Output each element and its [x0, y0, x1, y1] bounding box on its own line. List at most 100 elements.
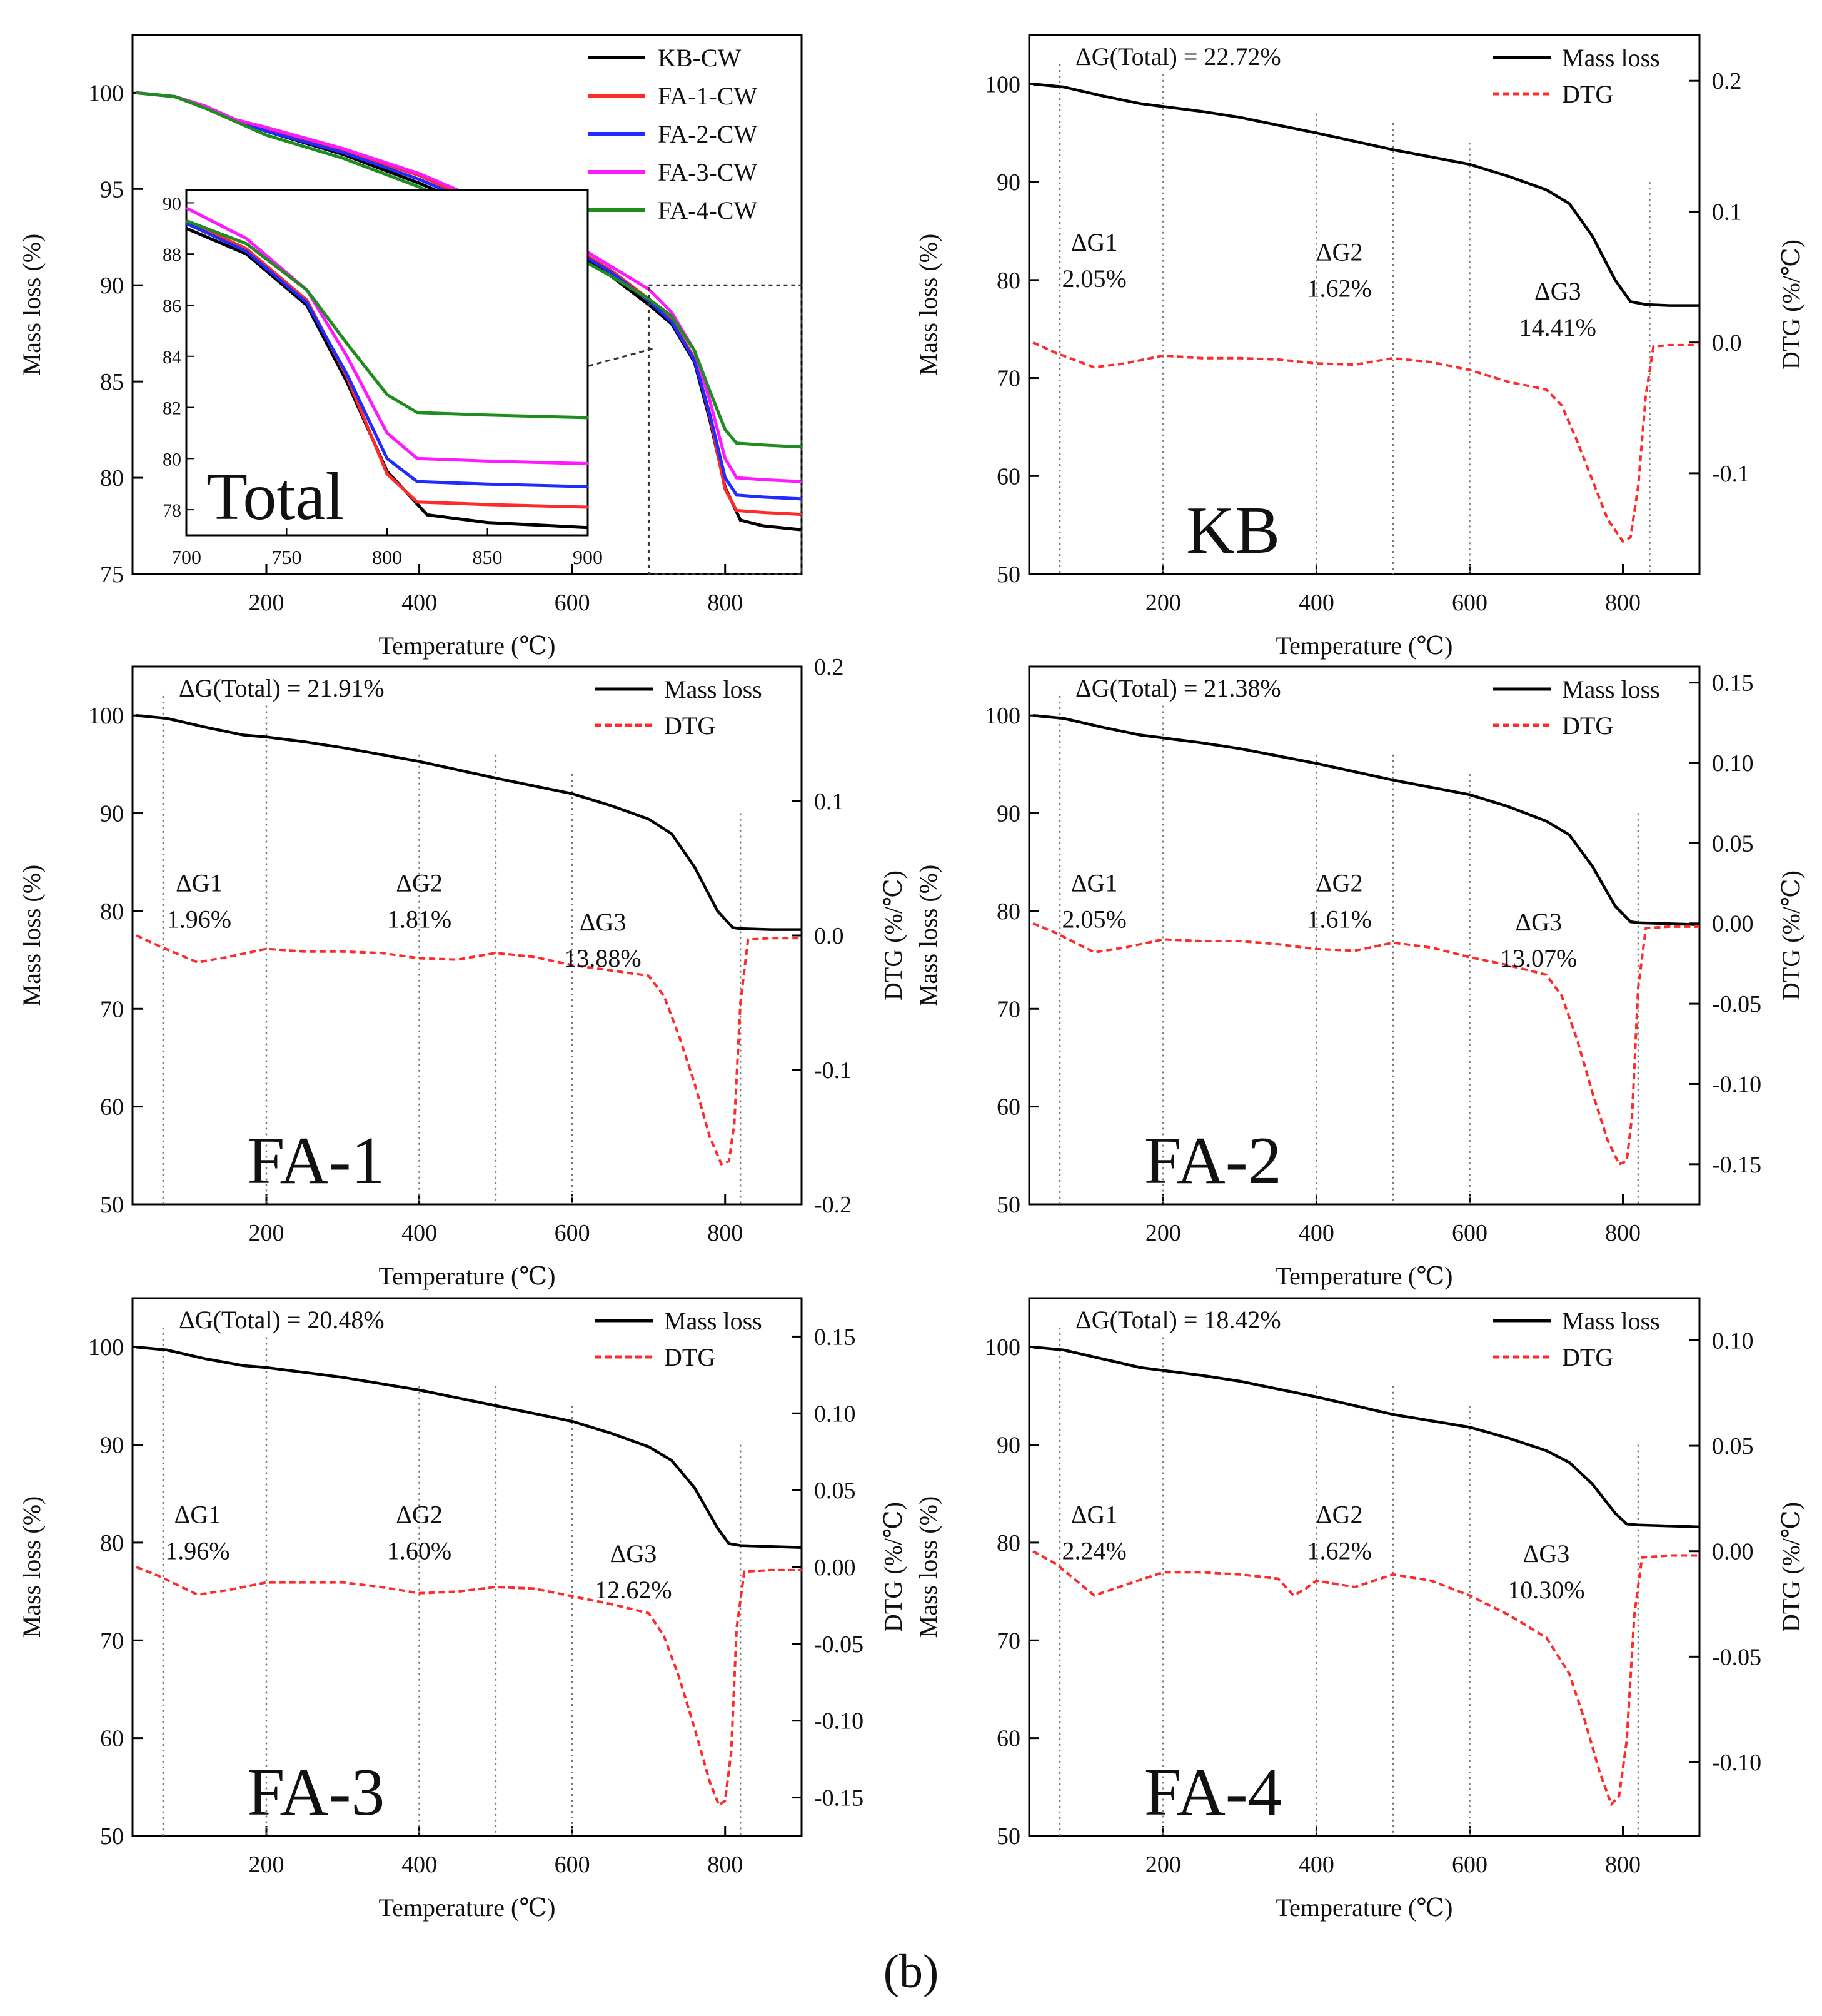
y-tick-label: 90 [100, 1433, 124, 1459]
legend-label-mass-loss: Mass loss [1562, 675, 1660, 703]
stage-label-name: ΔG1 [1071, 869, 1118, 897]
mass-loss-curve [1032, 1345, 1700, 1529]
y-tick-label: 100 [88, 80, 124, 106]
y2-axis-label: DTG (%/℃) [879, 870, 907, 1000]
y2-axis-label: DTG (%/℃) [1777, 239, 1805, 370]
x-tick-label: 800 [1605, 590, 1641, 616]
inset-line-fa-4-cw [186, 219, 588, 420]
inset-y-tick-label: 90 [163, 193, 181, 214]
x-axis-label: Temperature (℃) [379, 1893, 556, 1922]
total-loss-label: ΔG(Total) = 20.48% [179, 1306, 385, 1334]
panel-label-kb: KB [1186, 493, 1280, 568]
x-tick-label: 400 [401, 1852, 437, 1878]
plot-frame [131, 34, 803, 575]
y2-tick-label: 0.05 [814, 1478, 856, 1504]
stage-label-value: 1.62% [1307, 1537, 1372, 1565]
inset-y-tick-label: 82 [163, 398, 181, 419]
legend-label-mass-loss: Mass loss [1562, 1307, 1660, 1335]
y2-tick-label: 0.00 [1712, 1539, 1754, 1565]
x-tick-label: 200 [249, 590, 284, 616]
dtg-curve [136, 934, 802, 1166]
zoom-box [647, 284, 803, 575]
y2-tick-label: 0.00 [814, 1555, 856, 1581]
y-tick-label: 80 [100, 1530, 124, 1556]
y-tick-label: 95 [100, 176, 124, 203]
x-tick-label: 800 [1605, 1220, 1641, 1246]
stage-label-value: 13.88% [564, 944, 641, 972]
y-axis-label: Mass loss (%) [18, 865, 46, 1007]
y2-tick-label: -0.10 [814, 1708, 863, 1735]
stage-label-name: ΔG2 [1316, 1501, 1363, 1529]
inset-series [186, 206, 588, 530]
y-tick-label: 100 [985, 71, 1020, 98]
legend-label-dtg: DTG [1562, 712, 1613, 740]
panel-label-fa2: FA-2 [1144, 1124, 1282, 1198]
chart-fa3: 200 400 600 800 50 60 70 80 90 100 Temperature (℃)… [18, 1297, 907, 1922]
panel-label-total: Total [206, 460, 344, 534]
x-tick-label: 200 [1145, 1220, 1181, 1246]
chart-fa1: 200 400 600 800 50 60 70 80 90 100 Temperature (℃)… [18, 654, 907, 1290]
x-tick-label: 800 [707, 1852, 743, 1878]
stage-label-name: ΔG2 [396, 1501, 443, 1529]
stage-label-name: ΔG1 [1071, 228, 1118, 256]
y2-tick-label: -0.05 [1712, 991, 1761, 1017]
total-loss-label: ΔG(Total) = 22.72% [1075, 43, 1281, 71]
y-tick-label: 50 [100, 1823, 124, 1850]
y-tick-label: 90 [997, 169, 1020, 196]
y-tick-label: 60 [997, 1726, 1020, 1752]
y-tick-label: 85 [100, 369, 124, 395]
stage-label-value: 1.96% [165, 1537, 229, 1565]
inset-chart: 700 750 800 850 900 78 80 82 84 86 88 90 [163, 189, 603, 568]
dtg-curve [1032, 922, 1699, 1166]
plot-frame [1028, 34, 1701, 575]
inset-line-fa-2-cw [186, 221, 588, 488]
chart-kb: 200 400 600 800 50 60 70 80 90 100 Temperature (℃)… [914, 34, 1805, 660]
mass-loss-curve [1032, 713, 1700, 927]
y2-tick-label: 0.0 [814, 923, 844, 949]
inset-x-tick-label: 800 [372, 546, 402, 568]
y2-tick-label: 0.2 [1712, 68, 1742, 94]
y2-tick-label: 0.00 [1712, 911, 1754, 937]
x-tick-label: 400 [1299, 1852, 1334, 1878]
stage-label-name: ΔG1 [1071, 1501, 1118, 1529]
inset-x-tick-label: 900 [573, 546, 603, 568]
inset-x-tick-label: 750 [272, 546, 302, 568]
y2-tick-label: -0.2 [814, 1192, 852, 1218]
y-tick-label: 100 [985, 703, 1020, 729]
legend-label-mass-loss: Mass loss [664, 675, 762, 703]
legend-label-fa-4-cw: FA-4-CW [658, 196, 757, 224]
y-tick-label: 90 [997, 801, 1020, 827]
y-axis-label: Mass loss (%) [914, 234, 942, 376]
y-tick-label: 90 [100, 801, 124, 827]
x-tick-label: 600 [1452, 590, 1487, 616]
y-tick-label: 100 [88, 1334, 124, 1361]
x-tick-label: 200 [249, 1852, 284, 1878]
x-axis-label: Temperature (℃) [1276, 1262, 1453, 1290]
mass-loss-curve [136, 1345, 802, 1549]
series-line-fa-4-cw [136, 91, 802, 449]
y-tick-label: 50 [997, 1823, 1020, 1850]
y-axis-label: Mass loss (%) [18, 1496, 46, 1638]
mass-loss-curve [1032, 83, 1699, 307]
legend-label-mass-loss: Mass loss [664, 1307, 762, 1335]
series-line-fa-3-cw [136, 91, 802, 483]
y2-tick-label: 0.2 [814, 654, 844, 680]
stage-label-value: 12.62% [595, 1576, 672, 1604]
y-tick-label: 60 [997, 1094, 1020, 1121]
y-tick-label: 50 [997, 1192, 1020, 1218]
y-tick-label: 80 [100, 465, 124, 491]
chart-fa2: 200 400 600 800 50 60 70 80 90 100 Temperature (℃)… [914, 665, 1805, 1290]
legend-label-fa-1-cw: FA-1-CW [658, 82, 757, 110]
x-axis-label: Temperature (℃) [379, 632, 556, 660]
x-tick-label: 800 [707, 590, 743, 616]
x-tick-label: 200 [1145, 1852, 1181, 1878]
stage-label-value: 2.05% [1062, 265, 1126, 293]
y-tick-label: 70 [997, 996, 1020, 1022]
y-tick-label: 90 [100, 273, 124, 299]
y-axis-label: Mass loss (%) [18, 234, 46, 376]
total-loss-label: ΔG(Total) = 21.38% [1075, 674, 1281, 702]
y2-tick-label: 0.10 [1712, 1328, 1754, 1354]
stage-label-value: 14.41% [1519, 313, 1596, 341]
y2-axis-label: DTG (%/℃) [1777, 1502, 1805, 1632]
dtg-curve [136, 1566, 802, 1808]
